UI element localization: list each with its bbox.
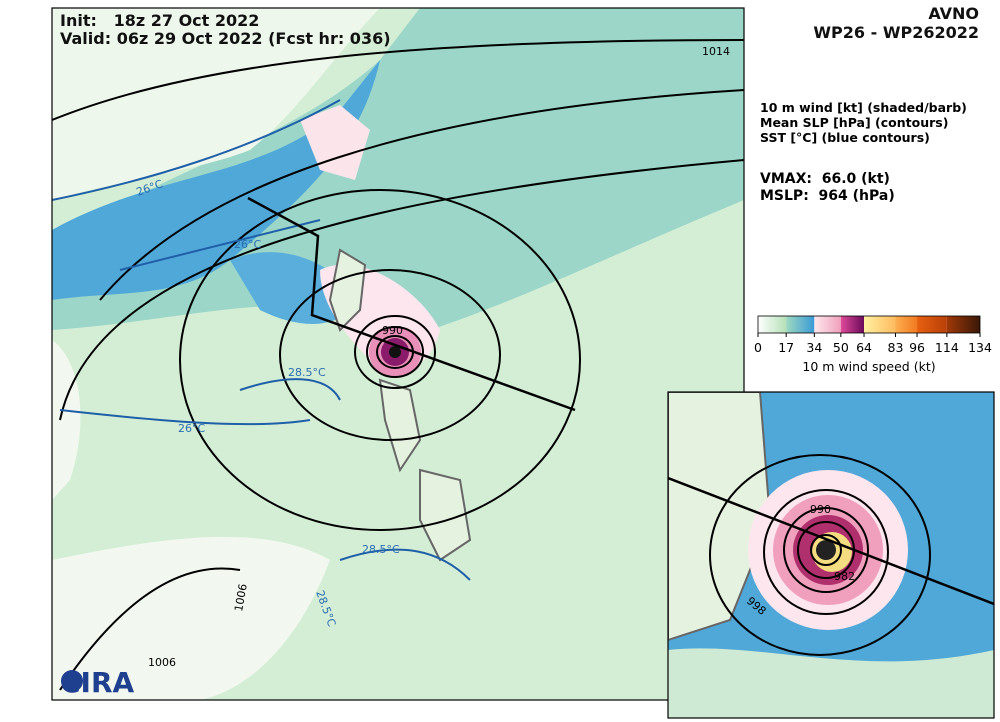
main-map xyxy=(52,8,744,700)
slp-label: 1006 xyxy=(148,656,176,669)
colorbar-segment xyxy=(946,316,980,333)
sst-label: 26°C xyxy=(178,422,205,435)
colorbar-segment xyxy=(840,316,865,333)
init-time: Init: 18z 27 Oct 2022 xyxy=(60,11,259,30)
sst-label: 26°C xyxy=(234,238,261,251)
colorbar-frame xyxy=(757,315,981,334)
colorbar: 0 17 34 50 64 83 96 114 134 xyxy=(754,315,992,355)
inset-slp-label: 990 xyxy=(810,503,831,516)
map-frame xyxy=(51,7,745,701)
colorbar-segment xyxy=(758,316,787,333)
legend-line: 10 m wind [kt] (shaded/barb) xyxy=(760,100,967,115)
sst-label: 28.5°C xyxy=(362,543,400,556)
colorbar-label: 10 m wind speed (kt) xyxy=(802,359,935,374)
inset-slp-label: 982 xyxy=(834,570,855,583)
model-name: AVNO xyxy=(928,4,979,23)
colorbar-segment xyxy=(814,316,841,333)
colorbar-segment xyxy=(917,316,947,333)
legend: 10 m wind [kt] (shaded/barb)Mean SLP [hP… xyxy=(760,100,967,145)
colorbar-tick-label: 34 xyxy=(806,340,822,355)
colorbar-segment xyxy=(864,316,896,333)
colorbar-tick-label: 96 xyxy=(909,340,925,355)
colorbar-tick-label: 83 xyxy=(888,340,904,355)
vmax: VMAX: 66.0 (kt) xyxy=(760,171,890,187)
inset-frame xyxy=(667,391,995,719)
colorbar-tick-label: 17 xyxy=(778,340,794,355)
slp-label: 1014 xyxy=(702,45,730,58)
legend-line: SST [°C] (blue contours) xyxy=(760,130,930,145)
colorbar-tick-label: 0 xyxy=(754,340,762,355)
valid-time: Valid: 06z 29 Oct 2022 (Fcst hr: 036) xyxy=(60,29,391,48)
inset-map xyxy=(668,392,994,718)
colorbar-tick-label: 50 xyxy=(833,340,849,355)
storm-id: WP26 - WP262022 xyxy=(813,23,979,42)
logo-mark xyxy=(61,670,83,692)
colorbar-tick-label: 64 xyxy=(856,340,872,355)
legend-line: Mean SLP [hPa] (contours) xyxy=(760,115,948,130)
colorbar-tick-label: 134 xyxy=(968,340,992,355)
colorbar-tick-label: 114 xyxy=(935,340,959,355)
mslp: MSLP: 964 (hPa) xyxy=(760,188,895,204)
slp-label: 990 xyxy=(382,324,403,337)
slp-label: 1006 xyxy=(232,583,250,613)
logo: CIRA xyxy=(60,666,135,699)
sst-label: 28.5°C xyxy=(288,366,326,379)
colorbar-segment xyxy=(895,316,918,333)
colorbar-segment xyxy=(786,316,815,333)
